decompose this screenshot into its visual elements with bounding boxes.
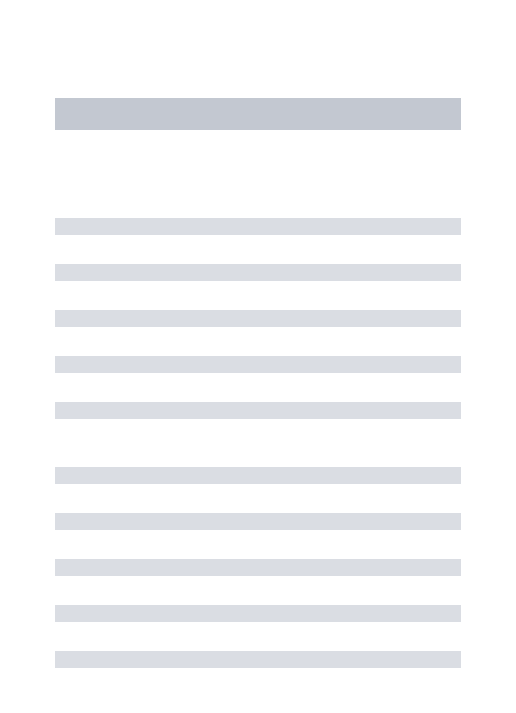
placeholder-line-group1-3 (55, 310, 461, 327)
header-placeholder (55, 98, 461, 130)
placeholder-line-group1-5 (55, 402, 461, 419)
placeholder-line-group2-4 (55, 605, 461, 622)
placeholder-line-group1-4 (55, 356, 461, 373)
placeholder-line-group1-1 (55, 218, 461, 235)
placeholder-line-group2-2 (55, 513, 461, 530)
placeholder-line-group2-3 (55, 559, 461, 576)
placeholder-line-group2-1 (55, 467, 461, 484)
placeholder-line-group1-2 (55, 264, 461, 281)
placeholder-line-group2-5 (55, 651, 461, 668)
